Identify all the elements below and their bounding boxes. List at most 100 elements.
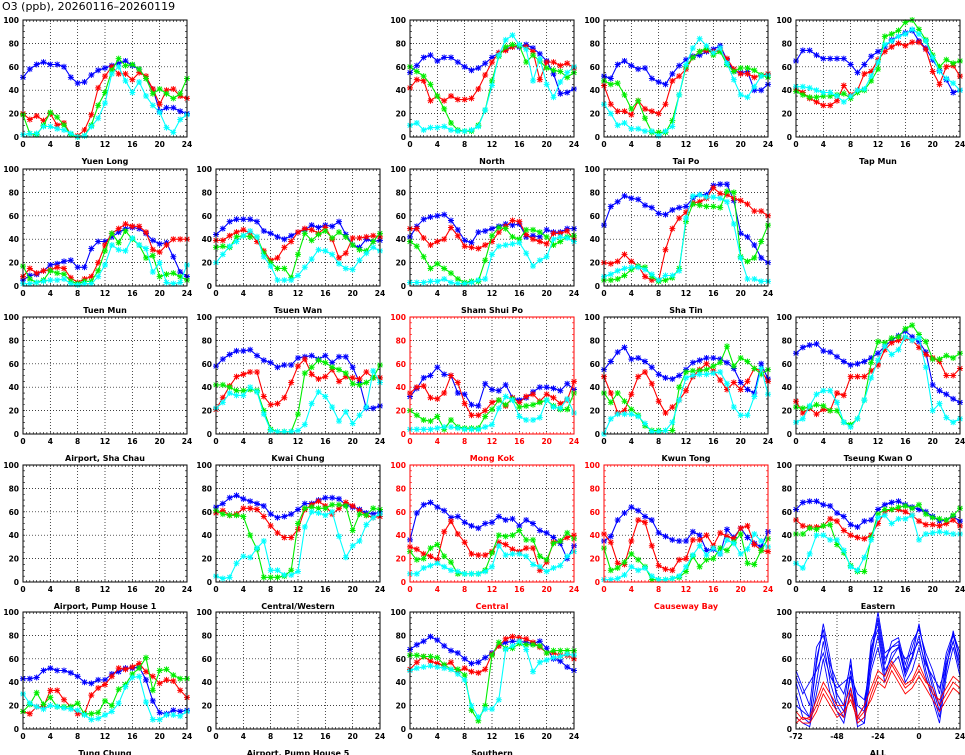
y-tick-label: 100 [776,16,792,25]
x-tick-label: 20 [927,140,937,149]
data-point-marker [47,123,54,130]
data-point-marker [834,536,840,543]
y-tick-label: 40 [590,383,600,392]
data-point-marker [427,278,434,285]
y-tick-label: 80 [202,188,212,197]
data-point-marker [895,27,902,34]
x-tick-label: 16 [127,140,137,149]
data-point-marker [482,107,489,114]
data-point-marker [54,260,61,267]
data-point-marker [315,246,322,253]
y-tick-label: 0 [207,725,212,734]
x-tick-label: 12 [487,585,497,594]
data-point-marker [820,532,827,539]
data-point-marker [516,236,523,243]
data-point-marker [710,184,717,191]
data-point-marker [441,642,448,649]
data-point-marker [635,556,642,563]
data-point-marker [902,333,909,340]
data-point-marker [54,703,61,710]
data-point-marker [689,54,696,61]
data-point-marker [628,550,635,557]
data-point-marker [427,418,434,425]
data-point-marker [689,359,696,366]
data-point-marker [635,567,642,574]
data-point-marker [260,538,267,545]
data-point-marker [683,568,689,575]
data-point-marker [136,242,143,249]
data-point-marker [163,711,170,718]
data-point-marker [247,554,254,561]
data-point-marker [267,522,274,529]
data-point-marker [628,125,635,132]
data-point-marker [827,521,834,528]
data-point-marker [482,275,489,282]
data-point-marker [861,554,868,561]
data-point-marker [820,93,827,100]
data-point-marker [642,420,648,427]
data-point-marker [308,256,315,263]
data-point-marker [40,59,47,66]
data-point-marker [26,66,33,73]
data-point-marker [26,275,33,282]
data-point-marker [607,390,614,397]
data-point-marker [827,102,834,109]
data-point-marker [799,409,806,416]
data-point-marker [441,528,448,535]
data-point-marker [737,230,744,237]
data-point-marker [916,506,922,513]
x-tick-label: 12 [293,732,303,741]
x-tick-label: 12 [681,437,691,446]
data-point-marker [108,233,115,240]
data-point-marker [427,499,434,506]
y-tick-label: 60 [9,508,19,517]
y-tick-label: 20 [9,702,19,711]
data-point-marker [696,542,703,549]
data-point-marker [102,100,108,107]
x-tick-label: 12 [487,289,497,298]
x-tick-label: 24 [182,289,192,298]
x-tick-label: 12 [293,289,303,298]
data-point-marker [929,356,936,363]
data-point-marker [516,399,523,406]
data-point-marker [329,404,336,411]
data-point-marker [308,237,315,244]
data-point-marker [489,232,495,239]
panel-frame [215,316,381,435]
chart-title: O3 (ppb), 20260116–20260119 [2,0,176,13]
data-point-marker [543,568,550,575]
data-point-marker [744,534,751,541]
data-point-marker [308,364,315,371]
data-point-marker [356,257,363,264]
data-point-marker [301,225,308,232]
data-point-marker [536,414,543,421]
data-point-marker [454,96,461,103]
data-point-marker [854,69,861,76]
data-point-marker [315,224,322,231]
data-point-marker [247,228,254,235]
x-tick-label: 0 [407,585,412,594]
data-point-marker [936,68,943,75]
data-point-marker [115,63,122,70]
data-point-marker [724,55,730,62]
data-point-marker [129,674,136,681]
data-point-marker [149,90,156,97]
data-point-marker [370,374,377,381]
data-point-marker [717,48,724,55]
data-point-marker [557,230,564,237]
data-point-marker [875,506,881,513]
data-point-marker [274,400,281,407]
data-point-marker [799,564,806,571]
y-tick-label: 60 [396,508,406,517]
data-point-marker [840,419,847,426]
data-point-marker [336,254,342,261]
data-point-marker [516,522,523,529]
x-tick-label: -24 [871,732,885,741]
data-point-marker [370,244,377,251]
data-point-marker [363,512,370,519]
data-point-marker [655,398,662,405]
data-point-marker [454,128,461,135]
y-tick-label: 100 [196,608,212,617]
data-point-marker [607,81,614,88]
data-point-marker [122,683,129,690]
